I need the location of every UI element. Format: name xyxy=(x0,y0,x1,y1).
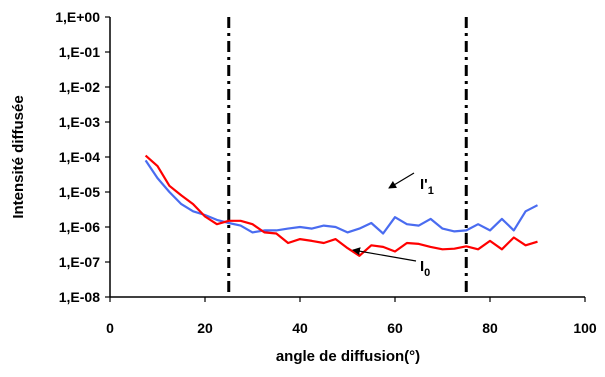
y-tick-label: 1,E-01 xyxy=(59,44,100,60)
x-tick-label: 0 xyxy=(106,320,114,336)
y-tick-label: 1,E-07 xyxy=(59,254,100,270)
y-tick-label: 1,E-05 xyxy=(59,184,100,200)
y-tick-label: 1,E-06 xyxy=(59,219,100,235)
y-tick-label: 1,E-03 xyxy=(59,114,100,130)
series-line-i1 xyxy=(144,159,539,235)
x-tick-label: 100 xyxy=(573,320,597,336)
y-axis-label: Intensité diffusée xyxy=(10,95,27,218)
plot-area: 1,E+00 1,E-01 1,E-02 1,E-03 1,E-04 1,E-05 1,E-… xyxy=(55,9,597,336)
annotation-label-i1: I'1 xyxy=(420,176,434,197)
y-tick-label: 1,E-08 xyxy=(59,289,100,305)
x-axis-label: angle de diffusion(°) xyxy=(276,348,420,365)
y-tick-label: 1,E+00 xyxy=(55,9,100,25)
annotation-arrow xyxy=(352,247,417,262)
series-line-i0 xyxy=(144,154,538,257)
x-tick-label: 20 xyxy=(197,320,213,336)
annotation-label-i0: I0 xyxy=(420,258,430,279)
y-tick-label: 1,E-04 xyxy=(59,149,100,165)
x-tick-label: 60 xyxy=(387,320,403,336)
y-tick-label: 1,E-02 xyxy=(59,79,100,95)
x-tick-label: 80 xyxy=(482,320,498,336)
annotation-arrow xyxy=(388,172,415,189)
x-tick-label: 40 xyxy=(292,320,308,336)
